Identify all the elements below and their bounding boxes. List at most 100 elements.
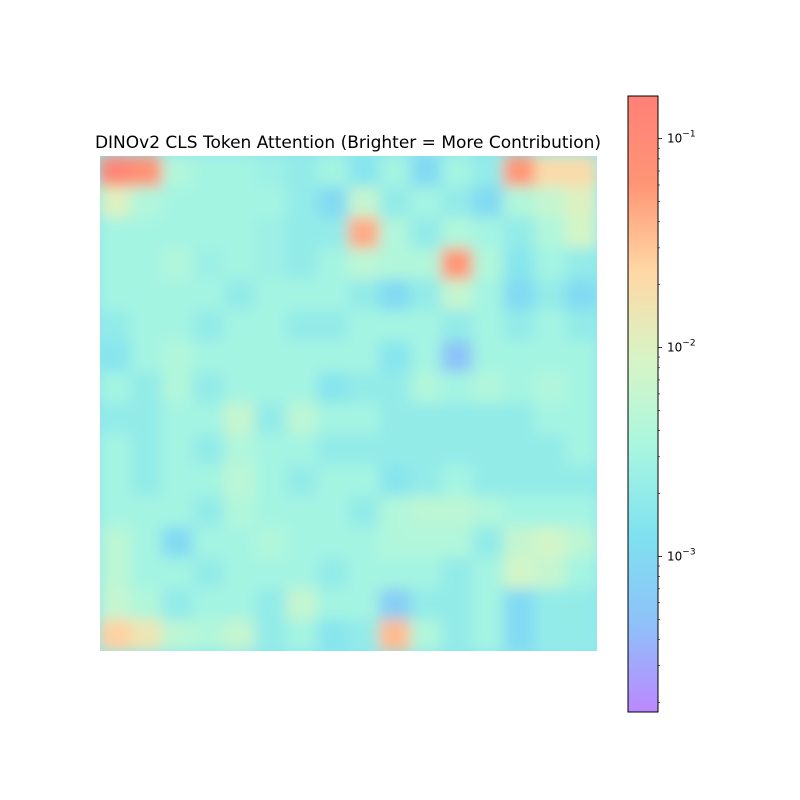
heatmap-cell (192, 156, 225, 188)
colorbar: 10−3 10−2 10−1 (627, 95, 696, 713)
heatmap-cell (534, 619, 567, 651)
heatmap-cell (254, 279, 287, 312)
heatmap-cell (348, 341, 381, 374)
heatmap-cell (441, 588, 474, 621)
heatmap-cell (192, 526, 225, 559)
heatmap-cell (254, 372, 287, 404)
heatmap-cell (161, 156, 194, 188)
heatmap-cell (441, 526, 474, 559)
heatmap-cell (100, 403, 132, 435)
heatmap-cell (130, 310, 163, 343)
heatmap-cell (348, 279, 381, 312)
heatmap-cell (348, 186, 381, 219)
heatmap-cell (161, 248, 194, 281)
heatmap-cell (223, 341, 256, 374)
heatmap-cell (223, 464, 256, 497)
heatmap-cell (472, 186, 505, 219)
heatmap-cell (503, 310, 536, 343)
heatmap-cell (503, 464, 536, 497)
heatmap-cell (472, 588, 505, 621)
heatmap-cell (316, 186, 349, 219)
heatmap-cell (316, 248, 349, 281)
heatmap-cell (410, 310, 443, 343)
heatmap-cell (316, 341, 349, 374)
heatmap-cell (534, 526, 567, 559)
heatmap-cell (130, 557, 163, 590)
heatmap-cell (410, 557, 443, 590)
heatmap-cell (441, 619, 474, 651)
heatmap-cell (192, 248, 225, 281)
heatmap-cell (254, 248, 287, 281)
heatmap-cell (472, 310, 505, 343)
heatmap-cell (316, 619, 349, 651)
heatmap-cell (348, 526, 381, 559)
heatmap-cell (472, 433, 505, 466)
heatmap-cell (100, 433, 132, 466)
heatmap-cell (192, 341, 225, 374)
heatmap-cell (379, 341, 412, 374)
heatmap-cell (130, 341, 163, 374)
heatmap-cell (285, 341, 318, 374)
heatmap-cell (565, 495, 597, 528)
heatmap-cell (534, 310, 567, 343)
heatmap-cell (503, 403, 536, 435)
heatmap-cell (285, 619, 318, 651)
heatmap-cell (379, 217, 412, 250)
heatmap-cell (565, 217, 597, 250)
heatmap-cell (534, 186, 567, 219)
heatmap-cell (285, 588, 318, 621)
heatmap-cell (565, 310, 597, 343)
heatmap-cell (254, 464, 287, 497)
heatmap-cell (441, 433, 474, 466)
heatmap-cell (254, 588, 287, 621)
heatmap-cell (472, 619, 505, 651)
heatmap-cell (503, 156, 536, 188)
heatmap-cell (130, 217, 163, 250)
heatmap-cell (316, 217, 349, 250)
heatmap-cell (379, 156, 412, 188)
heatmap-cell (192, 372, 225, 404)
heatmap-cell (472, 279, 505, 312)
heatmap-cell (565, 403, 597, 435)
heatmap-cell (316, 464, 349, 497)
heatmap-cell (192, 217, 225, 250)
heatmap-cell (285, 217, 318, 250)
heatmap-cell (316, 156, 349, 188)
heatmap-cell (100, 156, 132, 188)
heatmap-cell (130, 248, 163, 281)
heatmap-cell (534, 588, 567, 621)
heatmap-cell (503, 341, 536, 374)
heatmap-cell (379, 403, 412, 435)
heatmap-cell (410, 156, 443, 188)
heatmap-cell (316, 279, 349, 312)
heatmap-cell (503, 279, 536, 312)
heatmap-cell (503, 372, 536, 404)
heatmap-cell (410, 248, 443, 281)
heatmap-cell (441, 310, 474, 343)
heatmap-cell (161, 279, 194, 312)
heatmap-cell (410, 433, 443, 466)
heatmap-cell (441, 464, 474, 497)
heatmap-cells (100, 156, 597, 651)
heatmap-cell (379, 372, 412, 404)
heatmap-cell (379, 433, 412, 466)
heatmap-cell (161, 186, 194, 219)
heatmap-cell (348, 433, 381, 466)
heatmap-cell (503, 433, 536, 466)
heatmap-cell (254, 403, 287, 435)
heatmap-cell (534, 248, 567, 281)
heatmap-cell (285, 464, 318, 497)
heatmap-cell (130, 588, 163, 621)
heatmap-cell (130, 279, 163, 312)
heatmap-cell (285, 186, 318, 219)
heatmap-cell (223, 248, 256, 281)
heatmap-cell (472, 217, 505, 250)
heatmap-cell (534, 403, 567, 435)
heatmap-cell (192, 433, 225, 466)
heatmap-cell (192, 557, 225, 590)
heatmap-cell (223, 495, 256, 528)
heatmap-cell (348, 619, 381, 651)
heatmap-cell (192, 310, 225, 343)
heatmap-cell (410, 279, 443, 312)
heatmap-plot-area (100, 156, 597, 651)
